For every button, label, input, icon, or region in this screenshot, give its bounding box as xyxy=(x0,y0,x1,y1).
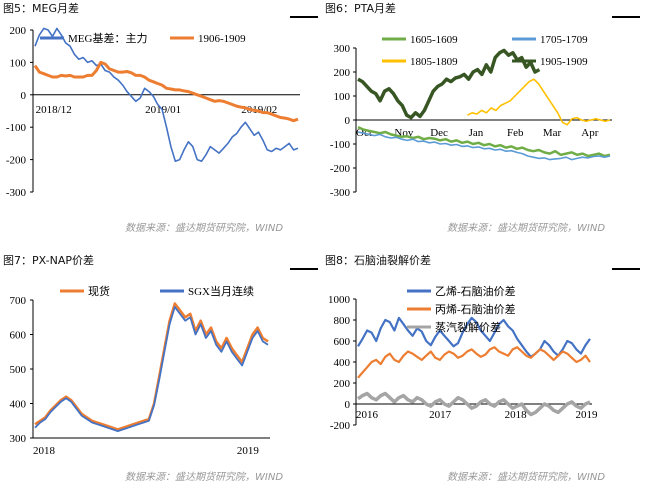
y-tick-label: -100 xyxy=(6,122,27,134)
chart-panel-meg: 图5：MEG月差 200 100 0 -100 -200 -300 2018/12 2019/… xyxy=(0,0,322,242)
y-tick-label: 600 xyxy=(334,336,351,348)
y-tick-label: 200 xyxy=(334,67,351,79)
legend-label: 1605-1609 xyxy=(410,34,458,46)
source-note: 数据来源：盛达期货研究院，WIND xyxy=(447,472,606,483)
y-tick-label: 0 xyxy=(21,90,27,102)
legend-label: 丙烯-石脑油价差 xyxy=(435,302,516,316)
x-tick-label: Feb xyxy=(507,127,524,139)
x-tick-label: 2019/01 xyxy=(145,104,181,116)
y-tick-label: 1000 xyxy=(328,294,351,306)
x-tick-label: 2019 xyxy=(237,445,260,457)
series-line xyxy=(357,131,611,161)
y-tick-label: 300 xyxy=(334,43,351,55)
legend-label: 1805-1809 xyxy=(410,56,458,68)
y-tick-label: 100 xyxy=(334,91,351,103)
source-note: 数据来源：盛达期货研究院，WIND xyxy=(447,223,606,234)
y-tick-label: 800 xyxy=(334,315,351,327)
x-tick-label: 2017 xyxy=(429,409,452,421)
naphtha-chart-svg: 1000 800 600 400 200 0 -200 2016 2017 2018 2019 乙烯-… xyxy=(328,284,598,432)
legend-label: 现货 xyxy=(88,284,110,298)
x-tick-label: 2018 xyxy=(33,445,56,457)
x-tick-label: 2016 xyxy=(356,409,379,421)
series-line xyxy=(356,391,591,417)
title-underline xyxy=(612,268,640,270)
x-tick-label: 2018/12 xyxy=(36,104,72,116)
title-underline xyxy=(612,16,640,18)
x-tick-label: Jan xyxy=(469,127,484,139)
series-line xyxy=(357,48,541,120)
title-underline xyxy=(290,16,318,18)
y-tick-label: 600 xyxy=(10,330,27,342)
y-tick-label: 300 xyxy=(10,433,27,445)
y-tick-label: -200 xyxy=(330,420,351,432)
legend-label: 蒸汽裂解价差 xyxy=(435,320,501,334)
source-note: 数据来源：盛达期货研究院，WIND xyxy=(125,223,284,234)
legend-label: 1906-1909 xyxy=(198,33,246,45)
y-tick-label: -200 xyxy=(330,163,351,175)
y-tick-label: 100 xyxy=(10,57,27,69)
chart-title: 图7：PX-NAP价差 xyxy=(3,254,94,267)
series-line xyxy=(357,126,611,158)
chart-panel-pta: 图6：PTA月差 300 200 100 0 -100 -200 -300 Oct Nov Dec… xyxy=(322,0,644,242)
y-tick-label: 0 xyxy=(345,399,351,411)
legend-label: 1905-1909 xyxy=(540,56,588,68)
series-line xyxy=(357,316,591,358)
legend-label: MEG基差：主力 xyxy=(68,31,147,45)
y-tick-label: -300 xyxy=(6,187,27,199)
legend-label: SGX当月连续 xyxy=(188,284,254,298)
source-note: 数据来源：盛达期货研究院，WIND xyxy=(125,472,284,483)
series-line xyxy=(33,60,299,123)
x-tick-label: Apr xyxy=(581,127,598,139)
y-tick-label: 700 xyxy=(10,295,27,307)
legend-label: 乙烯-石脑油价差 xyxy=(435,284,516,298)
x-tick-label: 2019 xyxy=(575,409,598,421)
y-tick-label: 500 xyxy=(10,364,27,376)
chart-title: 图5：MEG月差 xyxy=(3,2,79,15)
y-tick-label: -200 xyxy=(6,155,27,167)
y-tick-label: 200 xyxy=(334,378,351,390)
chart-title: 图8：石脑油裂解价差 xyxy=(325,254,431,267)
series-line xyxy=(467,78,611,126)
y-tick-label: 0 xyxy=(345,115,351,127)
chart-panel-pxnap: 图7：PX-NAP价差 700 600 500 400 300 2018 2019 现货 SGX… xyxy=(0,242,322,484)
y-tick-label: 200 xyxy=(10,25,27,37)
title-underline xyxy=(290,268,318,270)
pxnap-chart-svg: 700 600 500 400 300 2018 2019 现货 SGX当月连续 xyxy=(10,284,270,457)
series-line xyxy=(34,306,269,432)
chart-panel-naphtha: 图8：石脑油裂解价差 1000 800 600 400 200 0 -200 2016 2017… xyxy=(322,242,644,484)
y-tick-label: 400 xyxy=(10,399,27,411)
y-tick-label: 400 xyxy=(334,357,351,369)
series-line xyxy=(357,346,591,379)
chart-title: 图6：PTA月差 xyxy=(325,2,397,15)
y-tick-label: -100 xyxy=(330,139,351,151)
x-tick-label: Mar xyxy=(543,127,562,139)
series-line xyxy=(34,27,299,162)
x-tick-label: 2018 xyxy=(505,409,528,421)
y-tick-label: -300 xyxy=(330,187,351,199)
legend-label: 1705-1709 xyxy=(540,34,588,46)
x-tick-label: Dec xyxy=(430,127,448,139)
